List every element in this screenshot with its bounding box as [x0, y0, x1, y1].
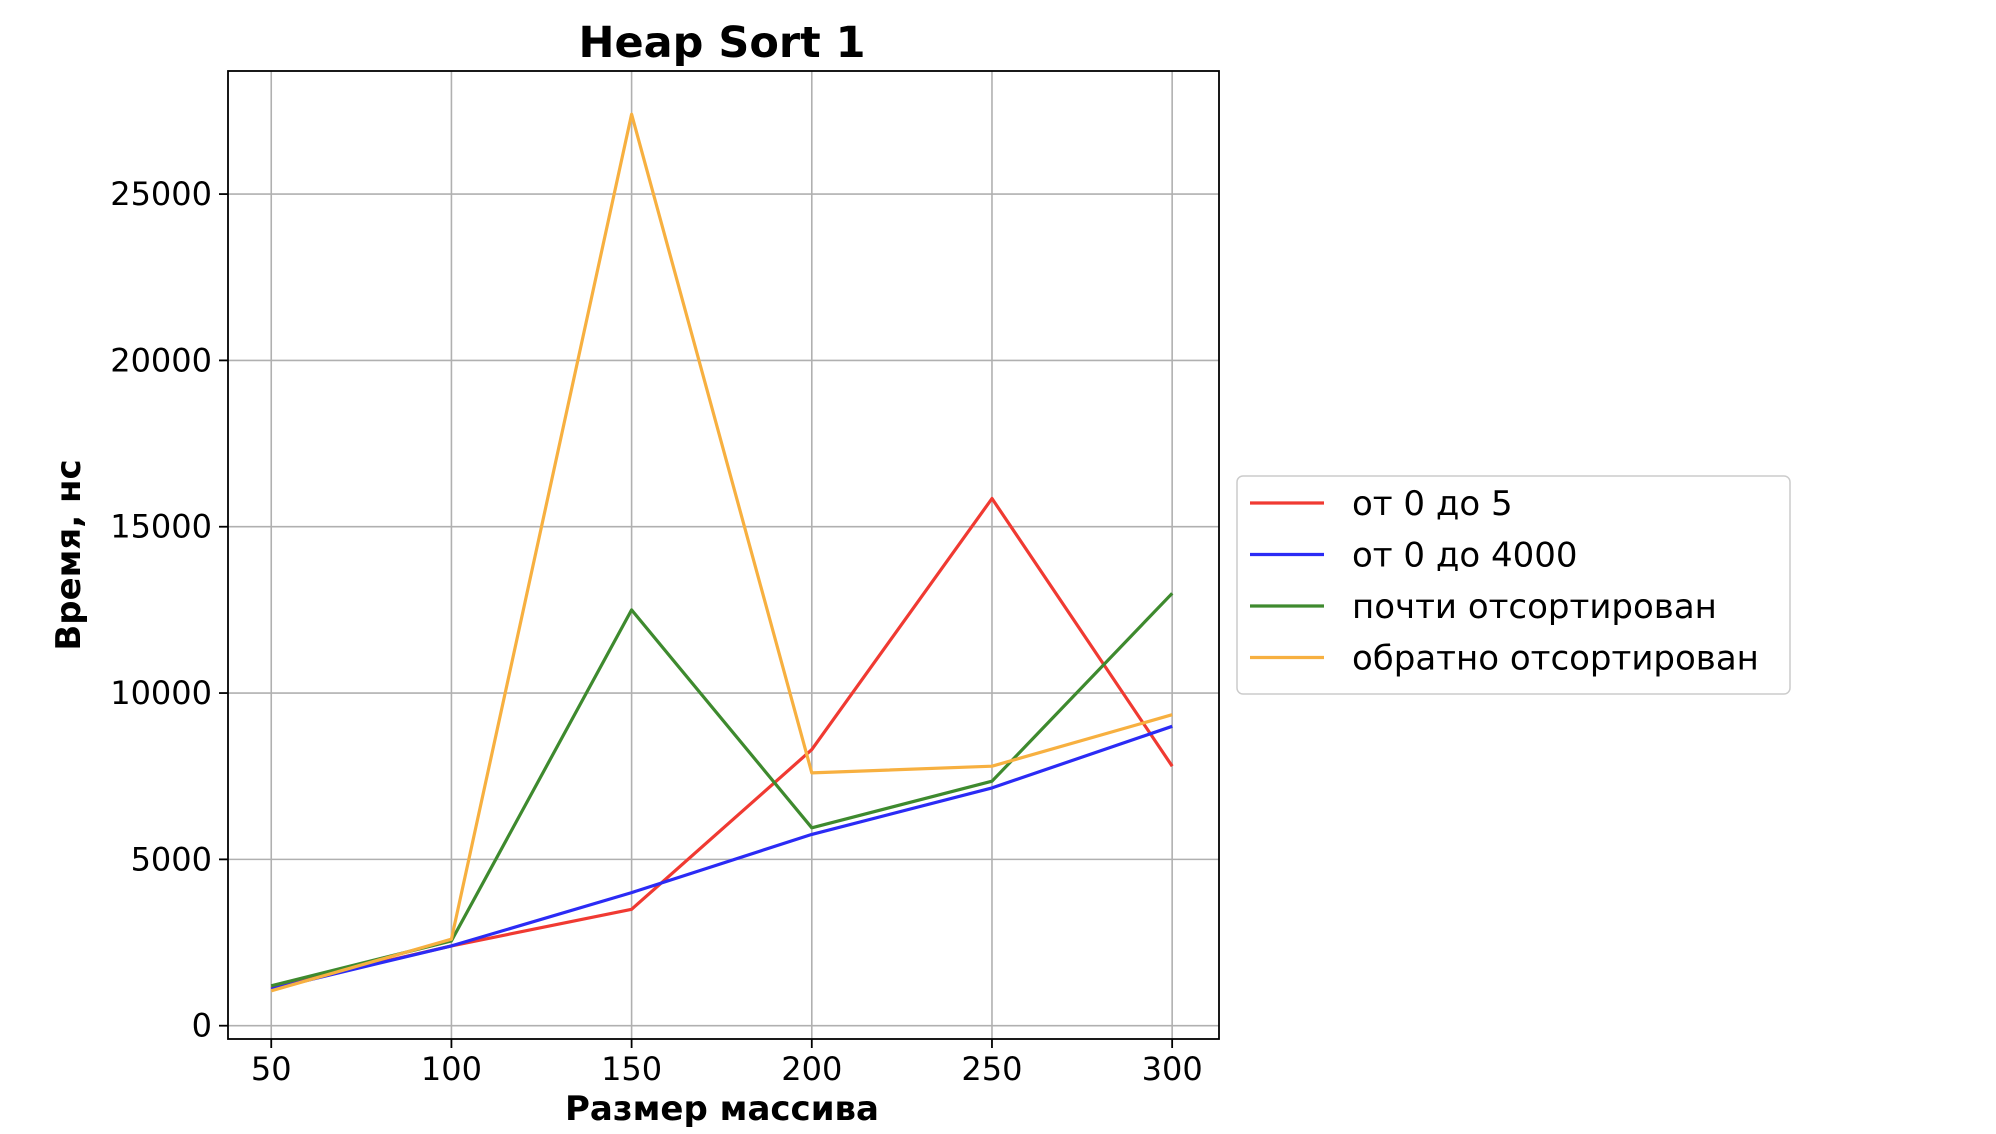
x-tick-label: 200 [781, 1050, 842, 1088]
x-axis-label: Размер массива [565, 1089, 879, 1129]
y-tick-label: 25000 [110, 175, 212, 213]
legend-label: от 0 до 4000 [1352, 536, 1578, 576]
y-tick-label: 15000 [110, 508, 212, 546]
grid [228, 71, 1219, 1039]
y-tick-label: 20000 [110, 341, 212, 379]
plot-frame [227, 70, 1220, 1040]
y-axis-ticks: 0 5000 10000 15000 20000 25000 [110, 175, 228, 1045]
series-lines [270, 112, 1174, 993]
x-tick-label: 150 [601, 1050, 662, 1088]
series-line-2 [270, 724, 1173, 991]
x-tick-label: 300 [1142, 1050, 1203, 1088]
legend-frame [1236, 475, 1791, 695]
series-line-4 [270, 112, 1173, 993]
x-tick-label: 50 [251, 1050, 292, 1088]
legend-label: от 0 до 5 [1352, 484, 1513, 524]
legend: от 0 до 5 от 0 до 4000 почти отсортирован о… [1236, 475, 1791, 695]
series-line-3 [270, 592, 1174, 988]
y-tick-label: 10000 [110, 674, 212, 712]
legend-label: обратно отсортирован [1352, 639, 1759, 679]
x-tick-label: 250 [961, 1050, 1022, 1088]
x-tick-label: 100 [421, 1050, 482, 1088]
y-tick-label: 5000 [131, 840, 212, 878]
legend-label: почти отсортирован [1352, 587, 1717, 627]
series-line-1 [270, 496, 1174, 989]
y-axis-label: Время, нс [49, 459, 89, 650]
x-axis-ticks: 50 100 150 200 250 300 [251, 1039, 1203, 1088]
chart-title: Heap Sort 1 [578, 18, 865, 68]
y-tick-label: 0 [192, 1007, 212, 1045]
